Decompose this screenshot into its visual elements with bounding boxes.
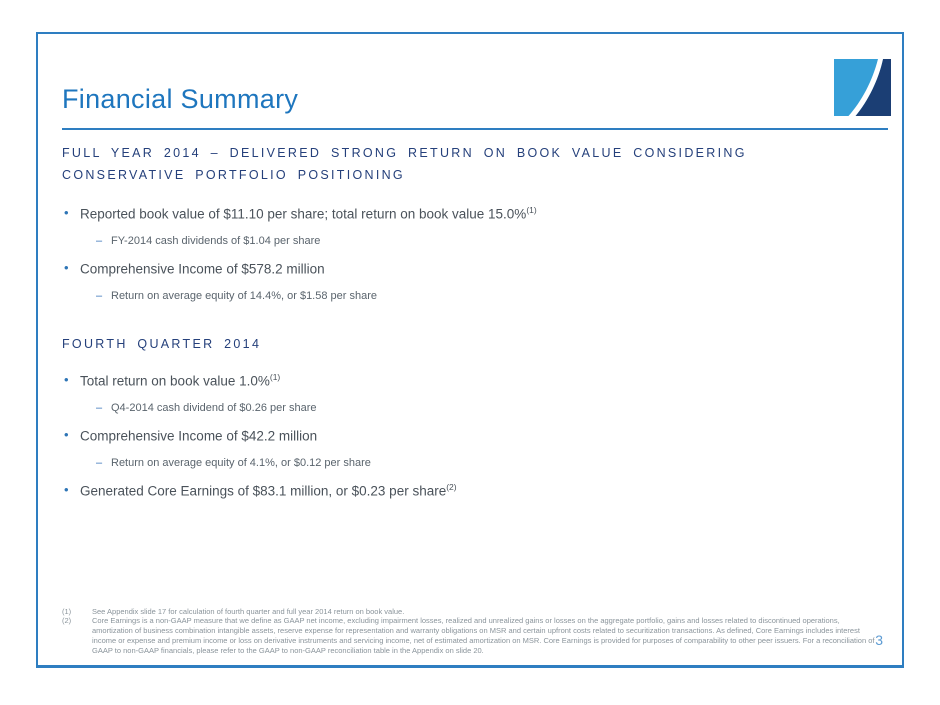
page-title: Financial Summary (62, 84, 299, 114)
footnote-ref: (1) (526, 204, 537, 215)
footnote-ref: (1) (269, 371, 281, 382)
page-number: 3 (875, 632, 883, 648)
bullet-text: Reported book value of $11.10 per share;… (80, 206, 527, 222)
footnote-text: See Appendix slide 17 for calculation of… (92, 606, 405, 616)
title-divider (62, 128, 888, 130)
sub-bullet-item: Q4-2014 cash dividend of $0.26 per share (96, 401, 882, 416)
bullet-item: Total return on book value 1.0%(1) (62, 371, 882, 391)
bullet-item: Reported book value of $11.10 per share;… (62, 204, 882, 224)
bullet-text: Generated Core Earnings of $83.1 million… (80, 483, 447, 499)
footnote-text: Core Earnings is a non-GAAP measure that… (92, 616, 875, 656)
bullet-item: Comprehensive Income of $42.2 million (62, 426, 882, 446)
footnote-ref: (2) (446, 481, 457, 492)
section-heading-full-year: FULL YEAR 2014 – DELIVERED STRONG RETURN… (62, 146, 747, 182)
footnote-row: (2) Core Earnings is a non-GAAP measure … (62, 616, 876, 656)
footnote-number: (2) (62, 616, 72, 626)
slide-frame: Financial Summary FULL YEAR 2014 – DELIV… (36, 32, 904, 668)
bullet-text: Total return on book value 1.0% (80, 373, 270, 389)
slide-content: Financial Summary FULL YEAR 2014 – DELIV… (62, 34, 888, 501)
bullet-item: Comprehensive Income of $578.2 million (62, 259, 882, 279)
footnote-row: (1) See Appendix slide 17 for calculatio… (62, 607, 876, 617)
sub-bullet-item: FY-2014 cash dividends of $1.04 per shar… (96, 234, 882, 249)
sub-bullet-item: Return on average equity of 14.4%, or $1… (96, 289, 882, 304)
bullet-text: Comprehensive Income of $42.2 million (80, 428, 318, 444)
company-logo (834, 59, 891, 116)
bullet-item: Generated Core Earnings of $83.1 million… (62, 481, 882, 501)
sub-bullet-item: Return on average equity of 4.1%, or $0.… (96, 456, 882, 471)
footnote-number: (1) (62, 606, 72, 616)
footnotes: (1) See Appendix slide 17 for calculatio… (62, 607, 876, 656)
bullet-text: Comprehensive Income of $578.2 million (80, 261, 325, 277)
section-heading-fourth-quarter: FOURTH QUARTER 2014 (62, 336, 262, 351)
